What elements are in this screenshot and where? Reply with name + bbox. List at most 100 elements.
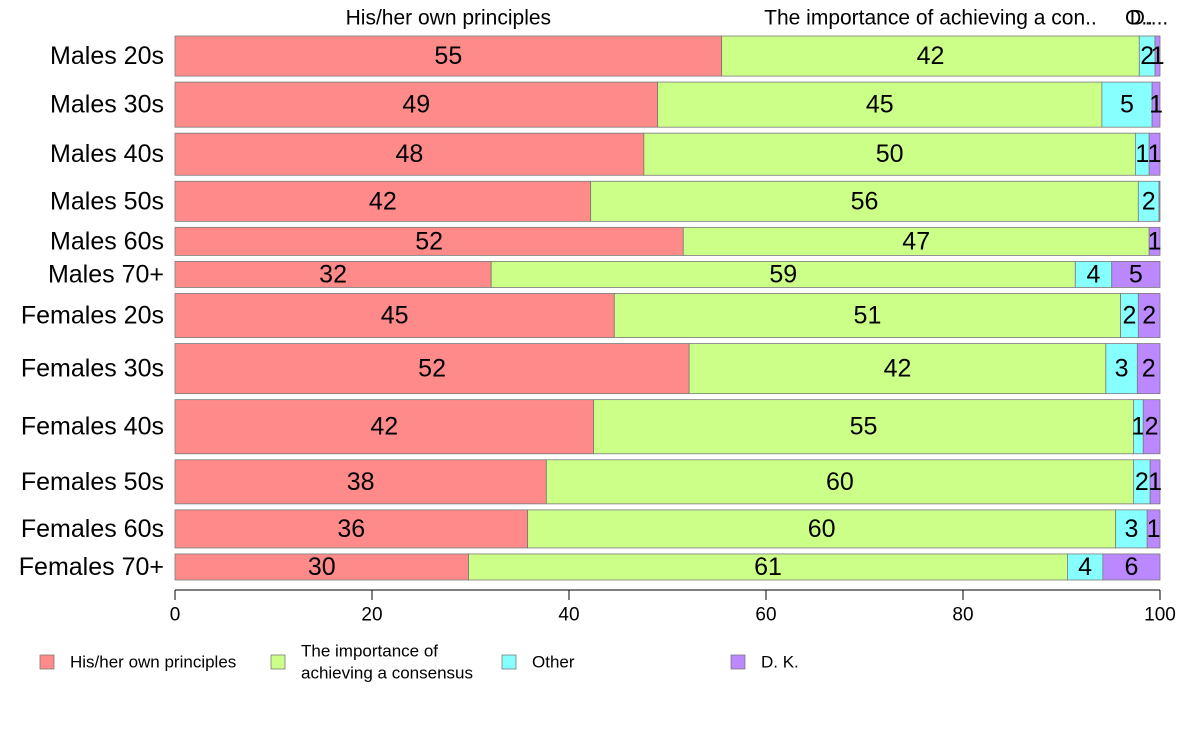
data-label-d-k-females-40s: 2 bbox=[1145, 413, 1159, 441]
data-label-other-males-70: 4 bbox=[1087, 260, 1101, 288]
data-label-other-males-20s: 2 bbox=[1140, 42, 1154, 70]
data-label-his-her-own-principles-males-60s: 52 bbox=[415, 227, 443, 255]
column-header-0: His/her own principles bbox=[346, 7, 551, 30]
data-label-d-k-females-20s: 2 bbox=[1142, 302, 1156, 330]
data-label-the-importance-of-achieving-a-consensus-females-40s: 55 bbox=[850, 413, 878, 441]
legend-label-the-importance-of-achieving-a-consensus-line-0: The importance of bbox=[301, 642, 438, 661]
data-label-his-her-own-principles-females-60s: 36 bbox=[337, 515, 365, 543]
category-label-females-50s: Females 50s bbox=[21, 468, 164, 496]
category-label-males-40s: Males 40s bbox=[50, 140, 164, 168]
data-label-his-her-own-principles-males-30s: 49 bbox=[402, 91, 430, 119]
bar-d-k-females-50s bbox=[1149, 459, 1161, 505]
data-label-d-k-males-30s: 1 bbox=[1149, 91, 1163, 119]
data-label-d-k-males-70: 5 bbox=[1129, 260, 1143, 288]
category-label-males-20s: Males 20s bbox=[50, 42, 164, 70]
bar-d-k-females-60s bbox=[1146, 509, 1161, 549]
data-label-other-females-30s: 3 bbox=[1115, 355, 1129, 383]
x-tick-label-60: 60 bbox=[755, 605, 776, 626]
data-label-d-k-females-30s: 2 bbox=[1142, 355, 1156, 383]
legend-label-d-k: D. K. bbox=[761, 653, 799, 672]
bar-d-k-females-20s bbox=[1137, 293, 1161, 338]
data-label-his-her-own-principles-females-70: 30 bbox=[308, 553, 336, 581]
bar-the-importance-of-achieving-a-consensus-males-20s bbox=[721, 35, 1140, 77]
legend-swatch-other bbox=[501, 654, 517, 670]
data-label-his-her-own-principles-females-20s: 45 bbox=[381, 302, 409, 330]
legend-swatch-d-k bbox=[730, 654, 746, 670]
category-label-males-70: Males 70+ bbox=[48, 260, 164, 288]
bar-the-importance-of-achieving-a-consensus-males-40s bbox=[643, 132, 1136, 176]
column-headers: His/her own principles The importance of … bbox=[346, 7, 1169, 30]
data-label-the-importance-of-achieving-a-consensus-females-50s: 60 bbox=[826, 468, 854, 496]
data-label-other-males-30s: 5 bbox=[1120, 91, 1134, 119]
bar-his-her-own-principles-females-30s bbox=[174, 343, 690, 395]
bar-the-importance-of-achieving-a-consensus-females-30s bbox=[688, 343, 1107, 395]
data-label-the-importance-of-achieving-a-consensus-males-50s: 56 bbox=[851, 187, 879, 215]
data-label-d-k-males-60s: 1 bbox=[1148, 227, 1162, 255]
data-label-d-k-males-40s: 1 bbox=[1148, 140, 1162, 168]
data-label-his-her-own-principles-males-50s: 42 bbox=[369, 187, 397, 215]
data-label-d-k-males-20s: 1 bbox=[1151, 42, 1165, 70]
bar-other-males-70 bbox=[1074, 261, 1113, 288]
x-tick-label-80: 80 bbox=[952, 605, 973, 626]
x-tick-label-0: 0 bbox=[170, 605, 181, 626]
bar-d-k-males-50s bbox=[1158, 180, 1161, 222]
x-axis: 0 20 40 60 80 100 bbox=[170, 589, 1176, 626]
column-header-1: The importance of achieving a con.. bbox=[764, 7, 1097, 30]
bar-his-her-own-principles-females-50s bbox=[174, 459, 547, 505]
bar-d-k-males-40s bbox=[1148, 132, 1161, 176]
data-label-other-males-50s: 2 bbox=[1142, 187, 1156, 215]
data-label-the-importance-of-achieving-a-consensus-females-60s: 60 bbox=[808, 515, 836, 543]
x-tick-label-100: 100 bbox=[1144, 605, 1176, 626]
data-label-his-her-own-principles-males-70: 32 bbox=[319, 260, 347, 288]
legend-label-the-importance-of-achieving-a-consensus-line-1: achieving a consensus bbox=[301, 664, 473, 683]
bar-d-k-males-60s bbox=[1148, 226, 1161, 256]
legend-swatch-the-importance-of-achieving-a-consensus bbox=[270, 654, 286, 670]
bar-his-her-own-principles-females-60s bbox=[174, 509, 529, 549]
column-header-2: O.. bbox=[1125, 7, 1153, 30]
data-label-the-importance-of-achieving-a-consensus-males-30s: 45 bbox=[866, 91, 894, 119]
bar-his-her-own-principles-males-70 bbox=[174, 261, 492, 288]
bar-the-importance-of-achieving-a-consensus-males-50s bbox=[590, 180, 1139, 222]
category-label-females-40s: Females 40s bbox=[21, 413, 164, 441]
bar-his-her-own-principles-males-40s bbox=[174, 132, 645, 176]
category-label-females-70: Females 70+ bbox=[19, 553, 164, 581]
bar-d-k-females-70 bbox=[1102, 553, 1161, 581]
bar-d-k-males-70 bbox=[1111, 261, 1161, 288]
bar-his-her-own-principles-males-30s bbox=[174, 81, 659, 128]
data-label-the-importance-of-achieving-a-consensus-males-40s: 50 bbox=[876, 140, 904, 168]
data-label-other-females-40s: 1 bbox=[1131, 413, 1145, 441]
data-label-d-k-females-50s: 1 bbox=[1148, 468, 1162, 496]
bar-his-her-own-principles-males-60s bbox=[174, 226, 684, 256]
category-label-females-20s: Females 20s bbox=[21, 302, 164, 330]
bar-the-importance-of-achieving-a-consensus-females-40s bbox=[593, 399, 1134, 455]
bar-d-k-females-30s bbox=[1136, 343, 1161, 395]
data-label-the-importance-of-achieving-a-consensus-males-60s: 47 bbox=[902, 227, 930, 255]
bar-the-importance-of-achieving-a-consensus-males-60s bbox=[682, 226, 1150, 256]
bar-the-importance-of-achieving-a-consensus-females-60s bbox=[527, 509, 1117, 549]
data-label-his-her-own-principles-males-40s: 48 bbox=[396, 140, 424, 168]
bar-the-importance-of-achieving-a-consensus-females-50s bbox=[545, 459, 1134, 505]
bar-the-importance-of-achieving-a-consensus-females-20s bbox=[613, 293, 1122, 338]
column-header-3: D.... bbox=[1130, 7, 1169, 30]
bar-his-her-own-principles-females-70 bbox=[174, 553, 469, 581]
category-label-females-30s: Females 30s bbox=[21, 355, 164, 383]
bar-his-her-own-principles-females-20s bbox=[174, 293, 615, 338]
data-label-the-importance-of-achieving-a-consensus-females-20s: 51 bbox=[854, 302, 882, 330]
category-label-males-30s: Males 30s bbox=[50, 91, 164, 119]
legend-label-his-her-own-principles: His/her own principles bbox=[70, 653, 236, 672]
bar-his-her-own-principles-males-50s bbox=[174, 180, 592, 222]
category-label-males-60s: Males 60s bbox=[50, 227, 164, 255]
data-label-d-k-females-70: 6 bbox=[1124, 553, 1138, 581]
data-label-his-her-own-principles-females-40s: 42 bbox=[370, 413, 398, 441]
data-label-his-her-own-principles-females-30s: 52 bbox=[418, 355, 446, 383]
bar-the-importance-of-achieving-a-consensus-females-70 bbox=[468, 553, 1068, 581]
x-tick-label-40: 40 bbox=[558, 605, 579, 626]
bar-d-k-males-20s bbox=[1154, 35, 1161, 77]
legend-swatch-his-her-own-principles bbox=[39, 654, 55, 670]
data-label-d-k-females-60s: 1 bbox=[1147, 515, 1161, 543]
bar-his-her-own-principles-females-40s bbox=[174, 399, 595, 455]
data-label-other-females-60s: 3 bbox=[1124, 515, 1138, 543]
data-label-his-her-own-principles-males-20s: 55 bbox=[434, 42, 462, 70]
